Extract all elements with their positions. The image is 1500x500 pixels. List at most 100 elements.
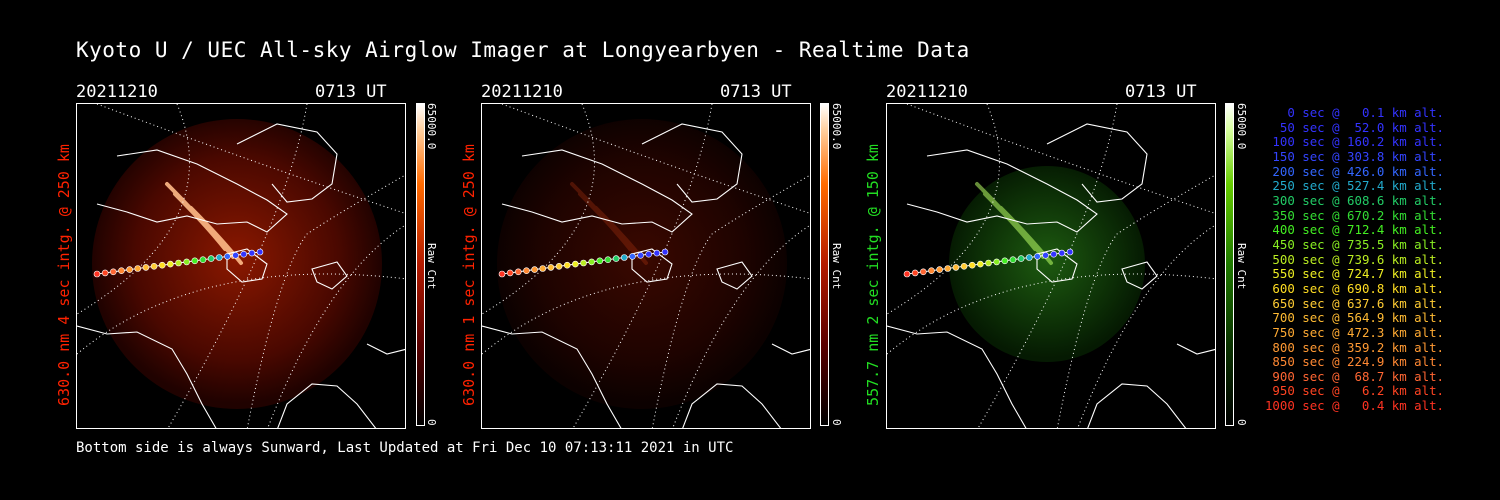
- trajectory-point: [531, 266, 538, 273]
- legend-line: 500 sec @ 739.6 km alt.: [1272, 251, 1444, 267]
- trajectory-point: [142, 264, 150, 271]
- trajectory-point: [645, 250, 652, 258]
- grid-line: [246, 174, 405, 428]
- coast-line: [226, 248, 268, 283]
- panel-3-ylabel: 557.7 nm 2 sec intg. @ 150 km: [864, 144, 882, 406]
- trajectory-point: [158, 261, 166, 269]
- trajectory-point: [109, 268, 117, 276]
- coast-line: [236, 123, 338, 203]
- legend-line: 0 sec @ 0.1 km alt.: [1287, 105, 1444, 120]
- trajectory-point: [919, 268, 927, 276]
- coastline: [887, 123, 1215, 428]
- legend-line: 350 sec @ 670.2 km alt.: [1272, 207, 1444, 223]
- legend-line: 650 sec @ 637.6 km alt.: [1272, 295, 1444, 311]
- legend-line: 750 sec @ 472.3 km alt.: [1272, 324, 1444, 340]
- coast-line: [96, 149, 288, 233]
- grid-line: [887, 104, 1000, 315]
- legend-line: 800 sec @ 359.2 km alt.: [1272, 339, 1444, 355]
- trajectory-point: [911, 269, 919, 277]
- aurora-arc: [189, 206, 243, 265]
- legend-line: 400 sec @ 712.4 km alt.: [1272, 222, 1444, 238]
- page-title: Kyoto U / UEC All-sky Airglow Imager at …: [76, 38, 970, 62]
- panel-2-image: [481, 103, 811, 429]
- aurora-arcs: [165, 182, 243, 265]
- coast-line: [501, 149, 693, 233]
- legend-line: 850 sec @ 224.9 km alt.: [1272, 354, 1444, 370]
- grid-line: [651, 174, 810, 428]
- trajectory-point: [191, 257, 199, 265]
- panel-3-cbar-min: 0: [1235, 419, 1248, 426]
- trajectory-point: [1050, 250, 1057, 258]
- trajectory-point: [215, 254, 223, 261]
- grid-line: [167, 104, 308, 428]
- coast-line: [906, 149, 1098, 233]
- trajectory-point: [547, 264, 555, 271]
- trajectory-point: [232, 252, 239, 259]
- trajectory-point: [1034, 253, 1041, 260]
- trajectory-point: [563, 261, 571, 269]
- aurora-arc: [578, 192, 632, 251]
- trajectory-point: [1017, 255, 1025, 262]
- trajectory-point: [1025, 254, 1033, 261]
- coast-line: [311, 261, 348, 290]
- panel-2-ylabel: 630.0 nm 1 sec intg. @ 250 km: [460, 144, 478, 406]
- trajectory-point: [604, 256, 612, 263]
- trajectory-point: [523, 267, 530, 274]
- trajectory-point: [1042, 252, 1049, 259]
- allsky-disk: [497, 119, 787, 409]
- trajectory-legend: 0 sec @ 0.1 km alt. 50 sec @ 52.0 km alt.…: [1262, 105, 1444, 414]
- panel-3-date: 20211210: [886, 82, 968, 102]
- trajectory-point: [960, 263, 968, 270]
- trajectory-point: [637, 252, 644, 259]
- grid-line: [501, 104, 810, 214]
- trajectory-point: [985, 259, 992, 267]
- trajectory-point: [661, 248, 669, 256]
- footer-status: Bottom side is always Sunward, Last Upda…: [76, 440, 734, 456]
- grid-line: [96, 104, 405, 214]
- trajectory-point: [498, 270, 506, 278]
- grid-line: [1077, 224, 1215, 428]
- trajectory-point: [629, 253, 636, 260]
- coast-line: [641, 123, 743, 203]
- grid-line: [1056, 174, 1215, 428]
- panel-1-cbar-unit: Raw Cnt: [425, 243, 438, 290]
- allsky-map: [77, 104, 405, 428]
- panel-2-date: 20211210: [481, 82, 563, 102]
- grid-line: [572, 104, 713, 428]
- trajectory-point: [588, 258, 595, 266]
- panel-2-colorbar: [820, 103, 829, 426]
- trajectory-point: [952, 264, 960, 271]
- trajectory-point: [539, 265, 547, 272]
- panel-1-time: 0713 UT: [315, 82, 387, 102]
- panel-2-cbar-min: 0: [830, 419, 843, 426]
- coast-line: [482, 325, 622, 428]
- trajectory-point: [256, 248, 264, 256]
- trajectory-point: [993, 258, 1000, 266]
- grid-line: [267, 224, 405, 428]
- allsky-map: [482, 104, 810, 428]
- legend-line: 300 sec @ 608.6 km alt.: [1272, 192, 1444, 208]
- trajectory-point: [596, 257, 604, 265]
- trajectory-point: [977, 260, 984, 268]
- trajectory: [93, 248, 264, 278]
- lat-lon-grid: [77, 104, 405, 428]
- legend-line: 900 sec @ 68.7 km alt.: [1272, 368, 1444, 384]
- coast-line: [771, 343, 810, 355]
- grid-line: [906, 104, 1215, 214]
- coast-line: [77, 325, 217, 428]
- coast-line: [716, 261, 753, 290]
- panel-3-cbar-max: 65000.0: [1235, 103, 1248, 150]
- trajectory-point: [968, 261, 976, 269]
- panel-1-date: 20211210: [76, 82, 158, 102]
- trajectory-point: [1058, 249, 1066, 257]
- panel-3-image: [886, 103, 1216, 429]
- trajectory-point: [944, 265, 952, 272]
- legend-line: 250 sec @ 527.4 km alt.: [1272, 178, 1444, 194]
- coast-line: [277, 383, 377, 428]
- coast-line: [887, 325, 1027, 428]
- trajectory-point: [183, 258, 190, 266]
- trajectory-point: [150, 263, 158, 270]
- trajectory-point: [1009, 256, 1017, 263]
- trajectory: [903, 248, 1074, 278]
- trajectory-point: [101, 269, 109, 277]
